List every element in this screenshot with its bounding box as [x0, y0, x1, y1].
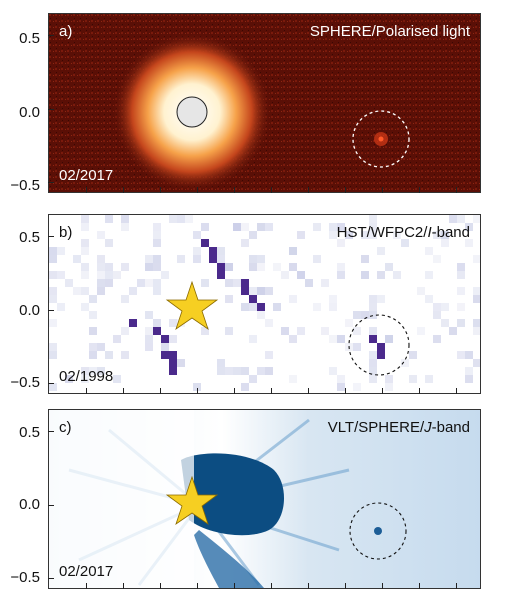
panel-a-letter: a) [59, 23, 73, 40]
panel-b-title: HST/WFPC2/I-band [336, 224, 470, 241]
y-tick-c-0: 0.5 [19, 424, 40, 441]
companion-circle [349, 502, 407, 560]
panel-b-letter: b) [59, 224, 73, 241]
panel-a-sphere-polarised: a) SPHERE/Polarised light 02/2017 [48, 13, 481, 193]
star-marker [165, 280, 219, 331]
panel-b-hst-wfpc2: b) HST/WFPC2/I-band 02/1998 [48, 214, 481, 394]
companion-circle [352, 110, 410, 168]
y-tick-b-0: 0.5 [19, 229, 40, 246]
y-tick-c-2: −0.5 [10, 569, 40, 586]
panel-c-date: 02/2017 [59, 563, 114, 580]
panel-b-date: 02/1998 [59, 368, 114, 385]
companion-circle [348, 314, 410, 376]
y-tick-a-2: −0.5 [10, 177, 40, 194]
panel-a-title: SPHERE/Polarised light [309, 23, 470, 40]
y-tick-b-2: −0.5 [10, 374, 40, 391]
panel-c-vlt-sphere: c) VLT/SPHERE/J-band 02/2017 [48, 409, 481, 589]
panel-c-image [49, 410, 480, 588]
y-tick-b-1: 0.0 [19, 302, 40, 319]
star-marker [165, 475, 219, 526]
companion-source [374, 527, 382, 535]
panel-c-letter: c) [59, 419, 72, 436]
panel-a-image [49, 14, 480, 192]
coronagraph-mask [176, 96, 208, 128]
inner-halo [181, 453, 285, 536]
panel-b-image [49, 215, 480, 393]
panel-c-title: VLT/SPHERE/J-band [327, 419, 470, 436]
y-tick-c-1: 0.0 [19, 496, 40, 513]
y-tick-a-1: 0.0 [19, 104, 40, 121]
panel-a-date: 02/2017 [59, 167, 114, 184]
y-tick-a-0: 0.5 [19, 30, 40, 47]
